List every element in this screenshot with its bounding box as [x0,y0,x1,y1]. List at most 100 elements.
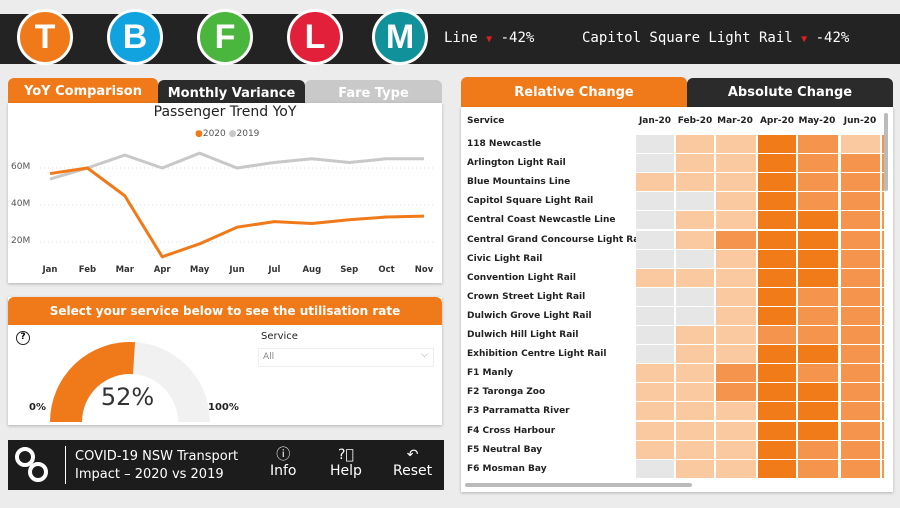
tab-absolute-change[interactable]: Absolute Change [687,78,893,107]
heatmap-cell [676,402,714,421]
x-tick-label: May [189,265,210,275]
heatmap-cell [758,421,796,440]
heatmap-cell [636,459,674,478]
help-icon[interactable]: ? [16,331,30,345]
heatmap-cell [636,421,674,440]
service-row-label: Dulwich Grove Light Rail [467,310,592,321]
x-tick-label: Mar [115,265,134,275]
heatmap-cell [758,402,796,421]
service-row-label: F4 Cross Harbour [467,425,556,436]
heatmap-cell [716,135,756,153]
service-row-label: Civic Light Rail [467,253,543,264]
heatmap-cell [676,230,714,249]
heatmap-cell [798,421,838,440]
heatmap-cell [798,287,838,306]
info-button[interactable]: ⓘ Info [270,447,297,479]
ticker-name: Capitol Square Light Rail [582,30,793,46]
heatmap-cell [676,326,714,344]
info-icon: ⓘ [276,447,291,463]
service-row-label: F2 Taronga Zoo [467,387,546,398]
legend-dot-2019: ● [228,129,237,139]
gauge-min: 0% [29,402,46,413]
heatmap-cell [841,421,880,440]
service-row-label: Dulwich Hill Light Rail [467,330,579,340]
mode-icon-b: B [107,9,163,65]
heatmap-cell [716,326,756,344]
heatmap-cell [716,402,756,421]
heatmap-cell [841,135,880,153]
gauge-value: 52% [100,383,155,411]
heatmap-cell [798,230,838,249]
heatmap-cell [716,192,756,211]
dashboard-title-line1: COVID-19 NSW Transport [75,449,239,464]
tab-monthly-variance[interactable]: Monthly Variance [158,80,305,106]
heatmap-cell [798,402,838,421]
help-button[interactable]: ?⃝ Help [330,447,362,479]
y-tick-label: 60M [11,162,31,172]
service-row-label: 118 Newcastle [467,139,542,149]
x-tick-label: Oct [378,265,395,275]
chevron-down-icon: ⌵ [421,350,428,360]
heatmap-cell [716,306,756,325]
heatmap-cell-partial [882,402,884,421]
heatmap-cell [841,249,880,268]
heatmap-cell [758,306,796,325]
heatmap-cell [716,421,756,440]
heatmap-cell-partial [882,326,884,344]
x-tick-label: Jan [42,265,58,275]
heatmap-cell-partial [882,364,884,383]
heatmap-cell [676,440,714,459]
ticker-change: -42% [815,30,850,46]
chart-panel [8,103,442,283]
tab-fare-type[interactable]: Fare Type [305,80,442,106]
heatmap-cell [676,173,714,192]
heatmap-cell [636,287,674,306]
heatmap-cell [841,459,880,478]
horizontal-scrollbar[interactable] [465,483,692,487]
heatmap-cell [716,459,756,478]
heatmap-cell [798,383,838,402]
heatmap-cell [758,211,796,230]
heatmap-cell [636,306,674,325]
heatmap-cell [636,192,674,211]
heatmap-cell [716,345,756,364]
heatmap-cell-partial [882,249,884,268]
heatmap-cell [758,230,796,249]
series-line-2019 [49,151,424,181]
heatmap-cell [676,154,714,173]
service-row-label: F3 Parramatta River [467,406,570,417]
heatmap-cell [716,211,756,230]
heatmap-cell [841,173,880,192]
tab-relative-change[interactable]: Relative Change [461,77,687,107]
heatmap-cell-partial [882,287,884,306]
utilisation-title: Select your service below to see the uti… [8,297,442,325]
heatmap-cell [676,192,714,211]
tab-yoy-comparison[interactable]: YoY Comparison [8,78,158,104]
heatmap-cell [636,154,674,173]
heatmap-cell [676,364,714,383]
heatmap-cell-partial [882,268,884,287]
heatmap-cell [798,211,838,230]
heatmap-cell [716,249,756,268]
heatmap-cell-partial [882,192,884,211]
service-row-label: F1 Manly [467,368,513,379]
heatmap-cell [798,459,838,478]
heatmap-cell [798,173,838,192]
heatmap-cell-partial [882,230,884,249]
heatmap-cell [636,249,674,268]
mode-icon-m: M [372,9,428,65]
service-dropdown[interactable]: All ⌵ [258,348,434,367]
x-tick-label: Feb [78,265,97,275]
heatmap-cell [716,230,756,249]
mode-icon-l: L [287,9,343,65]
reset-button[interactable]: ↶ Reset [393,447,432,479]
heatmap-cell [798,306,838,325]
heatmap-cell [798,440,838,459]
chart-legend: ●2020 ●2019 [195,129,259,139]
heatmap-cell [758,383,796,402]
vertical-scrollbar[interactable] [884,113,888,191]
heatmap-cell [841,306,880,325]
help-label: Help [330,463,362,479]
x-tick-label: Jun [229,265,245,275]
